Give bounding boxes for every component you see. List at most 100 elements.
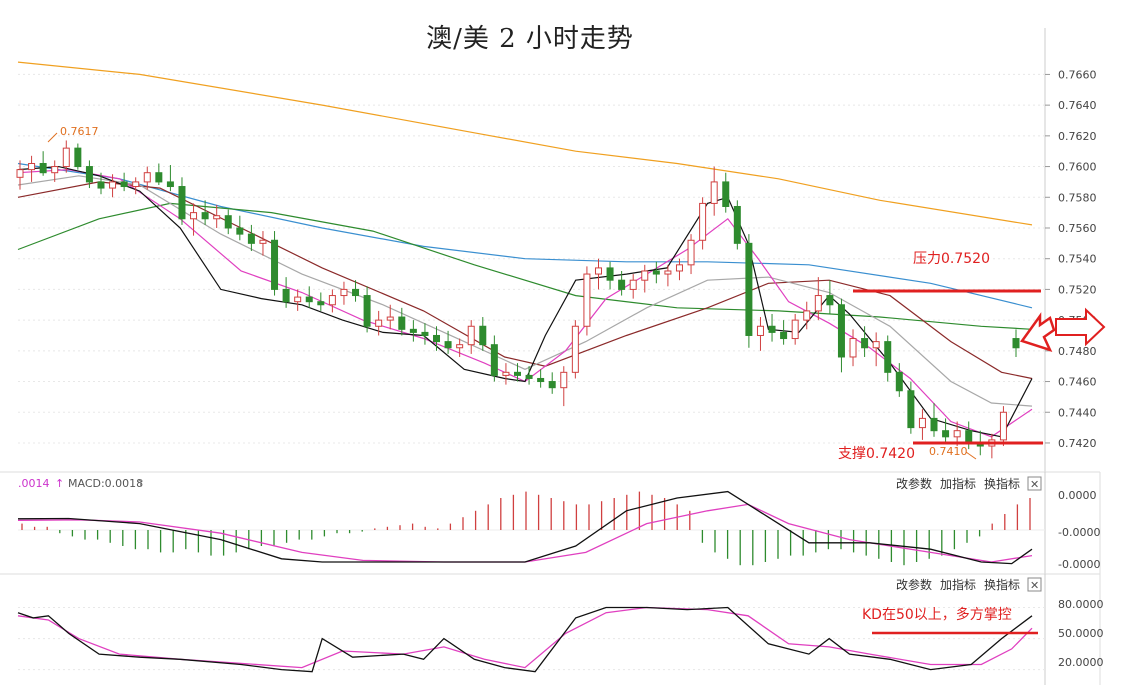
- price-grid: [18, 73, 1045, 444]
- price-tick-label: 0.7660: [1058, 68, 1097, 81]
- candle-body: [884, 341, 892, 373]
- macd-tick-0: 0.0000: [1058, 489, 1097, 502]
- forecast-arrow-icon: [1019, 312, 1056, 353]
- ma-line: [17, 181, 1033, 380]
- kd-change-params-button[interactable]: 改参数: [896, 577, 932, 592]
- candle-body: [537, 377, 545, 383]
- candle-body: [317, 301, 325, 306]
- macd-tick-1: -0.0000: [1058, 526, 1100, 539]
- candle-body: [606, 267, 614, 281]
- kd-grid: [18, 607, 1045, 671]
- candle-body: [433, 334, 441, 343]
- price-tick-label: 0.7540: [1058, 253, 1097, 266]
- candle-body: [201, 212, 209, 220]
- candle-body: [51, 166, 59, 174]
- high-marker-arrow: [47, 132, 58, 143]
- candle-body: [271, 239, 279, 290]
- candle-body: [398, 316, 406, 330]
- macd-close-button[interactable]: [1027, 476, 1042, 491]
- candle-body: [560, 371, 568, 389]
- macd-histogram: [18, 491, 1045, 566]
- kd-add-indicator-button[interactable]: 加指标: [940, 577, 976, 592]
- candle-body: [745, 242, 753, 336]
- price-tick-label: 0.7580: [1058, 191, 1097, 204]
- price-tick-label: 0.7560: [1058, 222, 1097, 235]
- candle-body: [710, 181, 718, 204]
- candle-body: [895, 371, 903, 392]
- candle-body: [791, 319, 799, 340]
- candle-body: [756, 325, 764, 336]
- candle-body: [999, 411, 1007, 441]
- macd-lines: [17, 490, 1033, 565]
- candle-body: [224, 215, 232, 229]
- high-marker-label: 0.7617: [60, 125, 99, 138]
- moving-average-lines: [17, 61, 1033, 438]
- candle-body: [1012, 338, 1020, 349]
- price-tick-label: 0.7440: [1058, 406, 1097, 419]
- price-tick-label: 0.7620: [1058, 130, 1097, 143]
- ma-line: [17, 168, 1033, 438]
- candle-body: [305, 296, 313, 303]
- candle-body: [294, 296, 302, 303]
- add-indicator-button[interactable]: 加指标: [940, 476, 976, 491]
- candle-body: [421, 331, 429, 336]
- candle-body: [236, 227, 244, 235]
- right-arrow-icon: [1055, 307, 1106, 347]
- candle-body: [514, 371, 521, 376]
- chart-title: 澳/美 2 小时走势: [426, 24, 634, 54]
- resistance-label: 压力0.7520: [913, 251, 990, 267]
- candle-body: [247, 233, 255, 244]
- kd-toolbar: 改参数 加指标 换指标 ✕: [896, 577, 1042, 592]
- candle-body: [28, 162, 36, 171]
- candle-body: [259, 239, 267, 244]
- candle-body: [456, 344, 464, 349]
- support-label: 支撑0.7420: [838, 446, 915, 462]
- macd-up-icon: ↑: [55, 477, 64, 490]
- macd-value-2: MACD:0.0018: [68, 477, 143, 490]
- high-marker: 0.7617: [47, 125, 99, 143]
- price-tick-label: 0.7600: [1058, 161, 1097, 174]
- candle-body: [965, 430, 973, 444]
- candle-body: [733, 205, 741, 244]
- candle-body: [768, 325, 776, 333]
- candlesticks: [16, 140, 1020, 459]
- switch-indicator-button[interactable]: 换指标: [984, 476, 1020, 491]
- ma-line: [17, 202, 1033, 330]
- kd-annotation: KD在50以上，多方掌控: [862, 606, 1012, 623]
- price-panel: 0.74200.74400.74600.74800.75000.75200.75…: [16, 28, 1106, 472]
- candle-body: [386, 316, 394, 321]
- price-tick-label: 0.7520: [1058, 283, 1097, 296]
- candle-body: [178, 186, 186, 220]
- candle-body: [62, 147, 70, 168]
- candle-body: [594, 267, 602, 275]
- kd-lines: [17, 606, 1033, 673]
- kd-close-button[interactable]: [1027, 577, 1042, 592]
- candle-body: [803, 310, 811, 321]
- candle-body: [282, 288, 290, 303]
- candle-body: [213, 215, 221, 220]
- candle-body: [502, 371, 510, 376]
- candle-body: [16, 169, 24, 178]
- low-marker: 0.7410: [929, 445, 977, 460]
- candle-body: [618, 279, 626, 290]
- macd-tick-2: -0.0000: [1058, 558, 1100, 571]
- candle-body: [143, 172, 151, 183]
- change-params-button[interactable]: 改参数: [896, 476, 932, 491]
- candle-body: [352, 288, 360, 297]
- candle-body: [375, 319, 383, 327]
- macd-value-1: .0014: [18, 477, 50, 490]
- kd-panel: 改参数 加指标 换指标 ✕ 80.0000 50.0000 20.0000 KD…: [0, 573, 1104, 685]
- macd-line: [17, 503, 1033, 563]
- candle-body: [872, 341, 880, 349]
- low-marker-arrow: [965, 451, 977, 460]
- macd-panel: .0014 ↑ MACD:0.0018 ↑ 改参数 加指标 换指标 ✕ 0.00…: [0, 471, 1101, 574]
- kd-switch-indicator-button[interactable]: 换指标: [984, 577, 1020, 592]
- candle-body: [444, 341, 452, 349]
- kd-line: [17, 606, 1033, 673]
- kd-tick-50: 50.0000: [1058, 627, 1104, 640]
- candle-body: [467, 325, 475, 346]
- candle-body: [930, 417, 938, 432]
- candle-body: [340, 288, 348, 297]
- macd-up-icon-2: ↑: [136, 477, 145, 490]
